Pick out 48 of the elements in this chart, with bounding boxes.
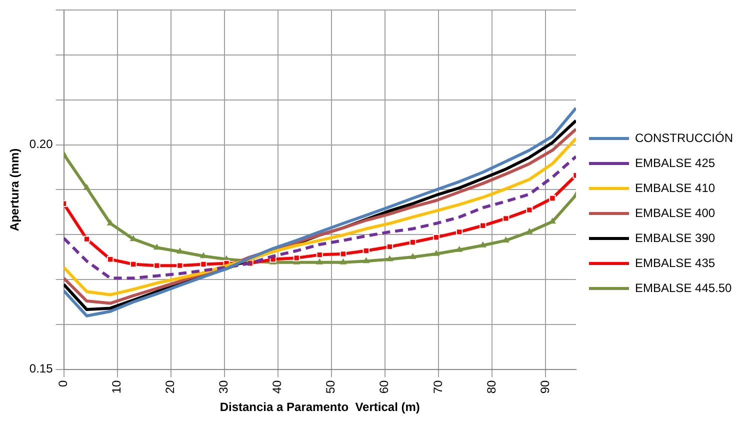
x-tick-label: 60 xyxy=(377,380,392,394)
x-tick-label: 50 xyxy=(324,380,338,394)
x-tick-label: 20 xyxy=(163,380,178,394)
x-tick-label: 70 xyxy=(430,380,445,394)
point xyxy=(432,250,440,256)
point xyxy=(106,219,114,226)
point xyxy=(316,258,324,264)
point xyxy=(153,244,160,250)
point xyxy=(200,252,207,258)
legend-label: EMBALSE 400 xyxy=(635,206,716,220)
x-axis-title: Distancia a Paramento Vertical (m) xyxy=(220,400,420,414)
x-tick-label: 10 xyxy=(110,380,124,394)
legend-label: EMBALSE 390 xyxy=(635,230,716,245)
point xyxy=(409,253,416,260)
point xyxy=(340,250,346,258)
legend-label: EMBALSE 425 xyxy=(635,156,716,170)
x-tick-label: 80 xyxy=(484,380,498,394)
point xyxy=(293,254,300,262)
point xyxy=(154,262,160,269)
x-tick-label: 40 xyxy=(270,380,284,394)
x-tick-label: 30 xyxy=(216,380,231,394)
x-tick-label: 0 xyxy=(56,380,70,387)
point xyxy=(479,241,486,248)
point xyxy=(106,256,114,263)
legend-label: EMBALSE 410 xyxy=(635,180,716,195)
point xyxy=(83,236,90,242)
y-tick-label: 0.15 xyxy=(29,362,54,376)
point xyxy=(549,194,556,202)
x-tick-label: 90 xyxy=(538,380,552,394)
point xyxy=(432,234,440,241)
y-tick-label: 0.20 xyxy=(29,137,54,152)
point xyxy=(502,215,510,222)
point xyxy=(340,258,347,264)
point xyxy=(83,184,90,190)
point xyxy=(480,222,486,229)
point xyxy=(409,238,416,246)
legend-label: CONSTRUCCIÓN xyxy=(635,130,733,145)
point xyxy=(456,246,463,252)
point xyxy=(386,255,394,262)
point xyxy=(362,247,370,254)
point xyxy=(456,228,463,236)
y-axis-title: Apertura (mm) xyxy=(8,148,22,232)
legend-label: EMBALSE 445.50 xyxy=(635,280,732,295)
point xyxy=(176,262,184,269)
point xyxy=(526,206,533,214)
point xyxy=(362,257,370,264)
legend-label: EMBALSE 435 xyxy=(635,256,716,270)
point xyxy=(176,248,184,254)
